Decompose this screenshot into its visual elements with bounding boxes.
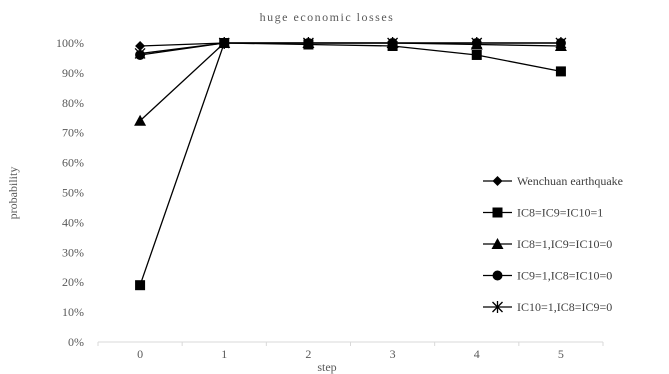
data-point [135, 280, 146, 291]
legend: Wenchuan earthquake IC8=IC9=IC10=1 IC8=1,I… [483, 174, 623, 314]
data-point [387, 37, 399, 49]
x-tick-label: 5 [558, 347, 564, 361]
chart-title: huge economic losses [260, 10, 395, 24]
data-point [135, 40, 146, 51]
series-line [140, 42, 561, 55]
y-tick-label: 60% [62, 156, 84, 170]
legend-label: IC8=IC9=IC10=1 [517, 206, 603, 220]
legend-label: IC9=1,IC8=IC10=0 [517, 269, 612, 283]
legend-marker [491, 238, 504, 249]
legend-marker [492, 207, 503, 218]
series-group [134, 37, 567, 291]
legend-item: IC9=1,IC8=IC10=0 [483, 269, 612, 283]
data-point [302, 37, 314, 49]
series-4 [135, 38, 566, 60]
data-point [555, 66, 566, 77]
series-3 [134, 37, 567, 126]
series-5 [134, 37, 567, 60]
legend-label: Wenchuan earthquake [517, 174, 623, 188]
legend-marker [492, 176, 503, 186]
x-tick-label: 4 [474, 347, 480, 361]
y-tick-label: 40% [62, 215, 84, 229]
y-tick-label: 50% [62, 186, 84, 200]
legend-item: Wenchuan earthquake [483, 174, 623, 188]
y-tick-label: 90% [62, 66, 84, 80]
y-tick-label: 30% [62, 245, 84, 259]
data-point [471, 49, 482, 60]
legend-item: IC8=IC9=IC10=1 [483, 206, 603, 220]
data-point [134, 114, 147, 126]
legend-label: IC8=1,IC9=IC10=0 [517, 237, 612, 251]
legend-marker [492, 270, 503, 281]
y-tick-label: 10% [62, 305, 84, 319]
x-tick-label: 1 [221, 347, 227, 361]
legend-label: IC10=1,IC8=IC9=0 [517, 300, 612, 314]
y-axis-ticks: 0% 10% 20% 30% 40% 50% 60% 70% 80% 90% 100% [56, 36, 84, 349]
y-tick-label: 70% [62, 126, 84, 140]
series-line [139, 42, 561, 122]
series-2 [135, 38, 566, 291]
legend-item: IC8=1,IC9=IC10=0 [483, 237, 612, 251]
x-tick-label: 2 [305, 347, 311, 361]
x-tick-label: 3 [390, 347, 396, 361]
data-point [134, 47, 146, 60]
y-tick-label: 20% [62, 275, 84, 289]
series-line [139, 42, 562, 286]
data-point [471, 37, 483, 49]
legend-item: IC10=1,IC8=IC9=0 [483, 300, 612, 314]
data-point [555, 37, 567, 49]
y-tick-label: 80% [62, 96, 84, 110]
legend-marker [492, 301, 503, 313]
y-axis-label: probability [6, 167, 20, 220]
x-axis-ticks: 0 1 2 3 4 5 [97, 342, 604, 361]
y-tick-label: 0% [68, 335, 84, 349]
x-axis-label: step [317, 360, 336, 374]
x-tick-label: 0 [137, 347, 143, 361]
data-point [218, 37, 230, 49]
y-tick-label: 100% [56, 36, 84, 50]
